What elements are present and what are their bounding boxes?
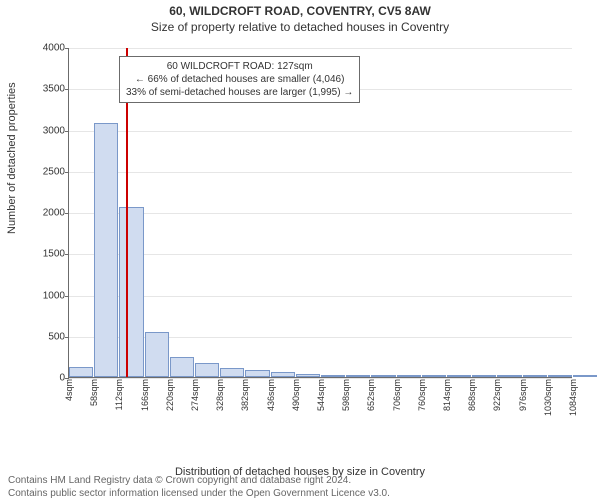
histogram-bar xyxy=(170,357,194,377)
x-tick-label: 922sqm xyxy=(492,379,502,411)
histogram-bar xyxy=(145,332,169,377)
histogram-bar xyxy=(523,375,547,377)
x-tick-label: 868sqm xyxy=(467,379,477,411)
x-tick-label: 4sqm xyxy=(64,379,74,401)
histogram-bar xyxy=(119,207,143,377)
histogram-bar xyxy=(548,375,572,377)
x-tick-label: 598sqm xyxy=(341,379,351,411)
x-tick-label: 652sqm xyxy=(366,379,376,411)
y-tick-mark xyxy=(65,131,69,132)
y-tick-mark xyxy=(65,89,69,90)
gridline xyxy=(69,48,572,49)
histogram-bar xyxy=(573,375,597,377)
callout-line-2: ← 66% of detached houses are smaller (4,… xyxy=(126,73,353,86)
plot-area: 050010001500200025003000350040004sqm58sq… xyxy=(68,48,572,378)
x-tick-label: 274sqm xyxy=(190,379,200,411)
x-tick-label: 490sqm xyxy=(291,379,301,411)
histogram-bar xyxy=(447,375,471,377)
histogram-bar xyxy=(371,375,395,377)
x-tick-label: 976sqm xyxy=(518,379,528,411)
y-tick-mark xyxy=(65,254,69,255)
y-tick-label: 2500 xyxy=(43,166,65,177)
y-tick-mark xyxy=(65,48,69,49)
x-tick-label: 1084sqm xyxy=(568,379,578,416)
x-tick-label: 382sqm xyxy=(240,379,250,411)
histogram-bar xyxy=(422,375,446,377)
histogram-bar xyxy=(245,370,269,377)
chart-title-main: 60, WILDCROFT ROAD, COVENTRY, CV5 8AW xyxy=(0,4,600,18)
histogram-bar xyxy=(271,372,295,377)
gridline xyxy=(69,296,572,297)
y-tick-label: 2000 xyxy=(43,208,65,219)
y-tick-label: 3500 xyxy=(43,84,65,95)
attribution-text: Contains HM Land Registry data © Crown c… xyxy=(8,475,390,500)
histogram-bar xyxy=(497,375,521,377)
x-tick-label: 328sqm xyxy=(215,379,225,411)
histogram-bar xyxy=(346,375,370,377)
histogram-bar xyxy=(296,374,320,377)
gridline xyxy=(69,254,572,255)
y-tick-mark xyxy=(65,172,69,173)
histogram-bar xyxy=(220,368,244,377)
y-tick-mark xyxy=(65,296,69,297)
x-tick-label: 220sqm xyxy=(165,379,175,411)
gridline xyxy=(69,213,572,214)
x-tick-label: 58sqm xyxy=(89,379,99,406)
chart-container: 050010001500200025003000350040004sqm58sq… xyxy=(44,44,580,434)
x-tick-label: 112sqm xyxy=(114,379,124,410)
x-tick-label: 706sqm xyxy=(392,379,402,411)
y-tick-label: 500 xyxy=(48,331,65,342)
x-tick-label: 436sqm xyxy=(266,379,276,411)
x-tick-label: 814sqm xyxy=(442,379,452,411)
x-tick-label: 1030sqm xyxy=(543,379,553,416)
histogram-bar xyxy=(472,375,496,377)
gridline xyxy=(69,172,572,173)
y-tick-label: 3000 xyxy=(43,125,65,136)
histogram-bar xyxy=(195,363,219,377)
y-axis-label: Number of detached properties xyxy=(6,82,18,234)
callout-line-1: 60 WILDCROFT ROAD: 127sqm xyxy=(126,60,353,73)
chart-title-sub: Size of property relative to detached ho… xyxy=(0,20,600,34)
gridline xyxy=(69,131,572,132)
x-tick-label: 166sqm xyxy=(140,379,150,411)
y-tick-mark xyxy=(65,213,69,214)
attribution-line-2: Contains public sector information licen… xyxy=(8,488,390,500)
y-tick-label: 1000 xyxy=(43,290,65,301)
x-tick-label: 544sqm xyxy=(316,379,326,411)
y-tick-label: 4000 xyxy=(43,43,65,54)
callout-line-3: 33% of semi-detached houses are larger (… xyxy=(126,86,353,99)
x-tick-label: 760sqm xyxy=(417,379,427,411)
y-tick-label: 1500 xyxy=(43,249,65,260)
histogram-bar xyxy=(94,123,118,377)
attribution-line-1: Contains HM Land Registry data © Crown c… xyxy=(8,475,390,488)
callout-box: 60 WILDCROFT ROAD: 127sqm ← 66% of detac… xyxy=(119,56,360,103)
histogram-bar xyxy=(321,375,345,377)
histogram-bar xyxy=(397,375,421,377)
histogram-bar xyxy=(69,367,93,377)
y-tick-mark xyxy=(65,337,69,338)
